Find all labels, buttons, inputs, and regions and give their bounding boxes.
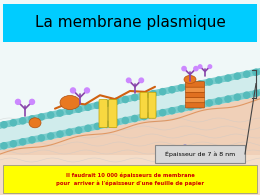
Circle shape — [56, 109, 64, 117]
Polygon shape — [0, 0, 260, 122]
Circle shape — [10, 119, 17, 127]
Circle shape — [0, 142, 8, 150]
Polygon shape — [0, 68, 260, 129]
Circle shape — [140, 113, 148, 120]
Circle shape — [224, 95, 232, 103]
Circle shape — [224, 74, 232, 82]
Circle shape — [94, 122, 101, 130]
Circle shape — [37, 113, 45, 121]
Circle shape — [70, 88, 75, 93]
Circle shape — [56, 130, 64, 138]
Circle shape — [19, 138, 27, 146]
Circle shape — [187, 103, 194, 111]
Circle shape — [66, 128, 73, 136]
Text: Il faudrait 10 000 épaisseurs de membrane
pour  arriver à l'épaisseur d'une feui: Il faudrait 10 000 épaisseurs de membran… — [56, 172, 204, 186]
Circle shape — [112, 98, 120, 105]
Circle shape — [233, 72, 241, 80]
Circle shape — [215, 97, 223, 105]
Circle shape — [178, 84, 185, 92]
Polygon shape — [0, 96, 260, 195]
Circle shape — [84, 88, 89, 93]
Ellipse shape — [29, 118, 41, 128]
Circle shape — [150, 111, 157, 118]
Circle shape — [233, 93, 241, 101]
Circle shape — [126, 78, 131, 83]
Circle shape — [103, 121, 110, 128]
Circle shape — [29, 99, 35, 104]
FancyBboxPatch shape — [140, 92, 148, 118]
Circle shape — [182, 66, 186, 71]
Circle shape — [187, 82, 194, 90]
Circle shape — [28, 115, 36, 123]
Circle shape — [215, 76, 223, 84]
Circle shape — [47, 132, 54, 140]
Circle shape — [196, 101, 204, 109]
Circle shape — [243, 91, 250, 99]
Circle shape — [252, 68, 260, 76]
Circle shape — [112, 119, 120, 126]
Circle shape — [159, 109, 166, 116]
Ellipse shape — [60, 96, 80, 110]
Circle shape — [252, 90, 260, 97]
FancyBboxPatch shape — [3, 165, 257, 193]
Circle shape — [66, 107, 73, 115]
Text: La membrane plasmique: La membrane plasmique — [35, 15, 225, 30]
Circle shape — [159, 88, 166, 96]
Ellipse shape — [184, 75, 196, 83]
Circle shape — [37, 134, 45, 142]
Circle shape — [150, 90, 157, 98]
Circle shape — [131, 115, 139, 122]
Circle shape — [75, 126, 82, 134]
FancyBboxPatch shape — [185, 102, 205, 108]
Circle shape — [198, 65, 202, 68]
FancyBboxPatch shape — [109, 100, 117, 128]
Polygon shape — [0, 75, 260, 143]
FancyBboxPatch shape — [185, 97, 205, 103]
Circle shape — [84, 124, 92, 132]
Circle shape — [0, 121, 8, 129]
FancyBboxPatch shape — [185, 87, 205, 92]
Circle shape — [47, 111, 54, 119]
Circle shape — [168, 107, 176, 114]
Circle shape — [103, 100, 110, 107]
FancyBboxPatch shape — [185, 82, 205, 87]
Circle shape — [10, 140, 17, 148]
Circle shape — [16, 99, 21, 104]
Circle shape — [140, 92, 148, 99]
Circle shape — [139, 78, 144, 83]
Circle shape — [198, 150, 202, 154]
Circle shape — [75, 105, 82, 113]
Circle shape — [94, 102, 101, 109]
Circle shape — [28, 136, 36, 144]
Text: Épaisseur de 7 à 8 nm: Épaisseur de 7 à 8 nm — [165, 151, 235, 157]
Polygon shape — [0, 89, 260, 150]
Circle shape — [168, 148, 172, 152]
Circle shape — [84, 104, 92, 111]
Circle shape — [243, 70, 250, 78]
Circle shape — [206, 99, 213, 107]
Circle shape — [194, 66, 198, 71]
Circle shape — [131, 94, 139, 101]
Circle shape — [206, 78, 213, 86]
Circle shape — [208, 65, 212, 68]
FancyBboxPatch shape — [185, 92, 205, 98]
Circle shape — [196, 80, 204, 88]
Circle shape — [178, 105, 185, 113]
FancyBboxPatch shape — [155, 145, 245, 163]
FancyBboxPatch shape — [99, 100, 107, 128]
Circle shape — [121, 96, 129, 103]
FancyBboxPatch shape — [148, 92, 156, 118]
Circle shape — [121, 117, 129, 124]
FancyBboxPatch shape — [0, 155, 260, 195]
FancyBboxPatch shape — [3, 4, 257, 42]
Circle shape — [19, 117, 27, 125]
Circle shape — [168, 86, 176, 94]
Circle shape — [183, 145, 187, 149]
